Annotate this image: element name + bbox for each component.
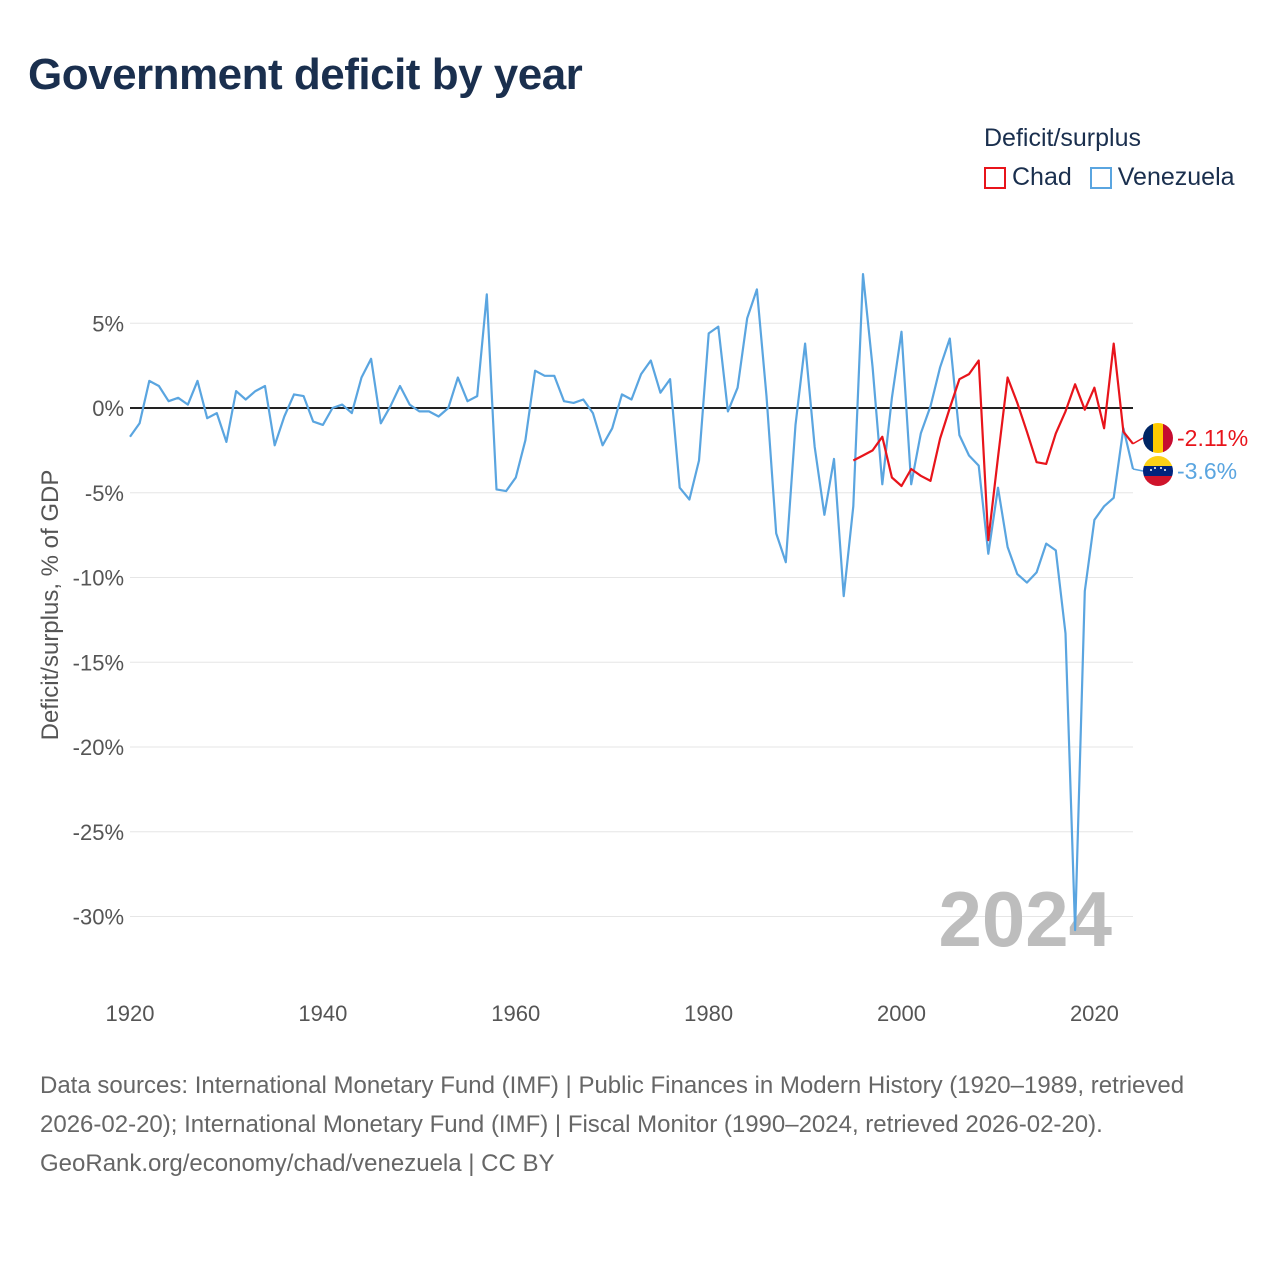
y-tick-label: -20% (73, 735, 124, 760)
legend: Deficit/surplus Chad Venezuela (984, 124, 1264, 192)
y-tick-label: -30% (73, 905, 124, 930)
y-tick-label: -5% (85, 481, 124, 506)
legend-items: Chad Venezuela (984, 163, 1264, 192)
series-line-chad[interactable] (852, 342, 1134, 542)
footer: Data sources: International Monetary Fun… (40, 1066, 1240, 1183)
leader-line-venezuela (1132, 468, 1144, 472)
legend-swatch-chad (984, 166, 1006, 189)
series-line-venezuela[interactable] (129, 273, 1135, 932)
end-marker-chad: -2.11% (1132, 423, 1248, 453)
y-tick-label: -15% (73, 650, 124, 675)
y-tick-label: 0% (92, 396, 124, 421)
end-label-chad: -2.11% (1177, 425, 1248, 451)
y-tick-label: -10% (73, 566, 124, 591)
y-tick-label: -25% (73, 820, 124, 845)
legend-label-chad: Chad (1012, 163, 1072, 191)
line-chart: 5% 0% -5% -10% -15% -20% -25% -30% 1920 1940 1960… (37, 273, 1248, 1026)
venezuela-flag-icon (1143, 456, 1173, 486)
x-tick-label: 1960 (491, 1001, 540, 1026)
current-year-watermark: 2024 (938, 875, 1112, 963)
legend-title: Deficit/surplus (984, 124, 1141, 152)
legend-swatch-venezuela (1089, 166, 1112, 189)
legend-item-chad[interactable]: Chad (984, 163, 1072, 192)
x-tick-label: 1920 (106, 1001, 155, 1026)
y-axis-ticks: 5% 0% -5% -10% -15% -20% -25% -30% (73, 311, 124, 929)
x-tick-label: 1940 (298, 1001, 347, 1026)
x-tick-label: 1980 (684, 1001, 733, 1026)
data-sources: Data sources: International Monetary Fun… (40, 1072, 1185, 1138)
x-axis-ticks: 1920 1940 1960 1980 2000 2020 (106, 1001, 1119, 1026)
chad-flag-icon (1143, 423, 1173, 453)
x-tick-label: 2020 (1070, 1001, 1119, 1026)
x-tick-label: 2000 (877, 1001, 926, 1026)
end-label-venezuela: -3.6% (1177, 458, 1237, 484)
y-tick-label: 5% (92, 311, 124, 336)
legend-item-venezuela[interactable]: Venezuela (1089, 163, 1235, 192)
legend-label-venezuela: Venezuela (1117, 163, 1235, 191)
chart-title: Government deficit by year (28, 50, 583, 99)
series-lines (129, 273, 1135, 932)
credit-link[interactable]: GeoRank.org/economy/chad/venezuela | CC … (40, 1150, 555, 1177)
y-axis-title: Deficit/surplus, % of GDP (37, 470, 64, 741)
leader-line-chad (1132, 437, 1144, 445)
grid-lines (130, 322, 1133, 917)
end-marker-venezuela: -3.6% (1132, 456, 1237, 486)
